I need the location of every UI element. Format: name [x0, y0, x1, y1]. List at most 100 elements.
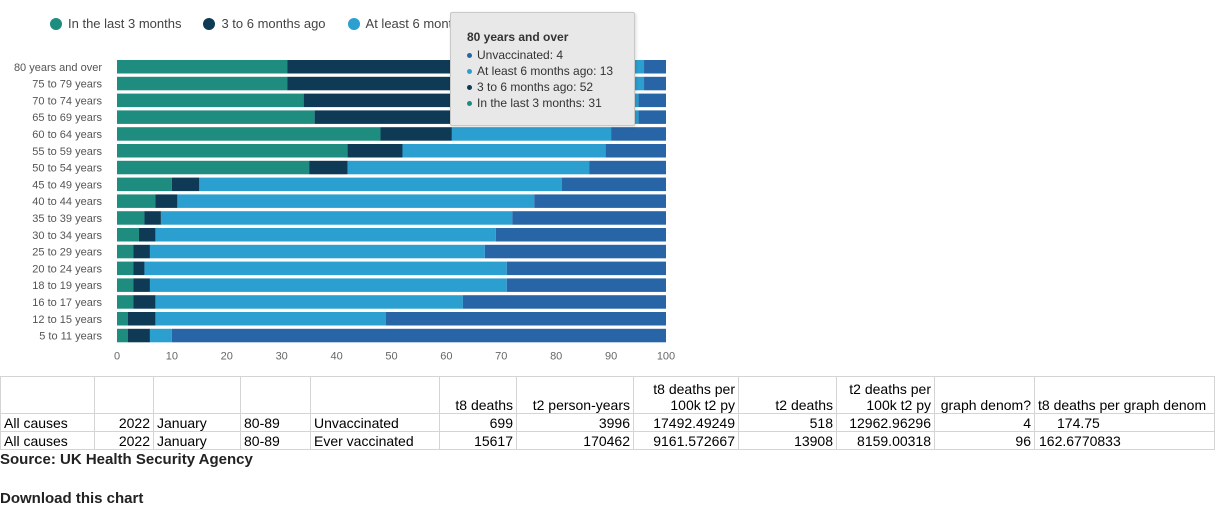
- bar-segment[interactable]: [149, 328, 172, 343]
- bar-segment[interactable]: [117, 244, 134, 259]
- bar-segment[interactable]: [138, 228, 156, 242]
- bar-segment[interactable]: [117, 76, 288, 91]
- bar-segment[interactable]: [402, 144, 606, 158]
- bar-segment[interactable]: [149, 244, 485, 259]
- bar-segment[interactable]: [155, 312, 387, 326]
- bar-segment[interactable]: [451, 127, 612, 141]
- table-cell[interactable]: 13908: [738, 431, 837, 450]
- header-cell[interactable]: t2 person-years: [516, 376, 634, 414]
- header-cell[interactable]: [153, 376, 241, 414]
- bar-segment[interactable]: [506, 261, 666, 276]
- header-cell[interactable]: [94, 376, 154, 414]
- bar-segment[interactable]: [117, 328, 128, 343]
- header-cell[interactable]: t8 deaths: [439, 376, 517, 414]
- bar-segment[interactable]: [155, 295, 463, 309]
- table-cell[interactable]: 3996: [516, 413, 634, 432]
- bar-segment[interactable]: [380, 127, 452, 141]
- bar-segment[interactable]: [589, 160, 666, 175]
- bar-segment[interactable]: [462, 295, 666, 309]
- table-cell[interactable]: 80-89: [240, 431, 311, 450]
- bar-segment[interactable]: [638, 110, 666, 124]
- table-cell[interactable]: 162.6770833: [1034, 431, 1215, 450]
- download-chart-link[interactable]: Download this chart: [0, 490, 144, 507]
- bar-segment[interactable]: [561, 177, 666, 192]
- table-cell[interactable]: 12962.96296: [836, 413, 935, 432]
- table-cell[interactable]: 9161.572667: [633, 431, 739, 450]
- bar-segment[interactable]: [347, 160, 590, 175]
- bar-segment[interactable]: [386, 312, 666, 326]
- legend-item-3-to-6-months[interactable]: 3 to 6 months ago: [203, 16, 326, 31]
- header-cell[interactable]: t8 deaths per 100k t2 py: [633, 376, 739, 414]
- bar-segment[interactable]: [117, 295, 134, 309]
- table-cell[interactable]: 96: [934, 431, 1035, 450]
- header-cell[interactable]: [240, 376, 311, 414]
- bar-segment[interactable]: [117, 312, 128, 326]
- table-cell[interactable]: 4: [934, 413, 1035, 432]
- bar-segment[interactable]: [177, 194, 535, 208]
- bar-segment[interactable]: [133, 261, 145, 276]
- bar-segment[interactable]: [611, 127, 666, 141]
- table-cell[interactable]: January: [153, 413, 241, 432]
- table-cell[interactable]: Ever vaccinated: [310, 431, 440, 450]
- bar-segment[interactable]: [117, 194, 156, 208]
- bar-segment[interactable]: [133, 295, 156, 309]
- bar-segment[interactable]: [117, 228, 139, 242]
- table-cell[interactable]: Unvaccinated: [310, 413, 440, 432]
- header-cell[interactable]: t8 deaths per graph denom: [1034, 376, 1215, 414]
- bar-segment[interactable]: [495, 228, 666, 242]
- bar-segment[interactable]: [133, 244, 150, 259]
- table-cell[interactable]: 17492.49249: [633, 413, 739, 432]
- bar-segment[interactable]: [117, 127, 381, 141]
- table-cell[interactable]: 170462: [516, 431, 634, 450]
- bar-segment[interactable]: [127, 328, 150, 343]
- bar-segment[interactable]: [117, 261, 134, 276]
- bar-segment[interactable]: [347, 144, 403, 158]
- bar-segment[interactable]: [117, 160, 310, 175]
- table-cell[interactable]: 518: [738, 413, 837, 432]
- table-cell[interactable]: 2022: [94, 431, 154, 450]
- bar-segment[interactable]: [171, 177, 200, 192]
- bar-segment[interactable]: [155, 228, 496, 242]
- bar-segment[interactable]: [484, 244, 666, 259]
- bar-segment[interactable]: [534, 194, 666, 208]
- header-cell[interactable]: [0, 376, 95, 414]
- table-cell[interactable]: 15617: [439, 431, 517, 450]
- bar-segment[interactable]: [117, 144, 348, 158]
- bar-segment[interactable]: [144, 261, 507, 276]
- bar-segment[interactable]: [117, 93, 304, 108]
- bar-segment[interactable]: [127, 312, 156, 326]
- header-cell[interactable]: t2 deaths per 100k t2 py: [836, 376, 935, 414]
- header-cell[interactable]: [310, 376, 440, 414]
- header-cell[interactable]: graph denom?: [934, 376, 1035, 414]
- bar-segment[interactable]: [644, 76, 666, 91]
- header-cell[interactable]: t2 deaths: [738, 376, 837, 414]
- bar-segment[interactable]: [506, 278, 666, 292]
- legend-item-last-3-months[interactable]: In the last 3 months: [50, 16, 181, 31]
- bar-segment[interactable]: [117, 110, 315, 124]
- bar-segment[interactable]: [149, 278, 507, 292]
- bar-segment[interactable]: [309, 160, 348, 175]
- bar-segment[interactable]: [605, 144, 666, 158]
- bar-segment[interactable]: [144, 211, 161, 225]
- bar-segment[interactable]: [512, 211, 666, 225]
- table-cell[interactable]: All causes: [0, 431, 95, 450]
- bar-segment[interactable]: [117, 278, 134, 292]
- table-cell[interactable]: 2022: [94, 413, 154, 432]
- bar-segment[interactable]: [171, 328, 666, 343]
- table-cell[interactable]: All causes: [0, 413, 95, 432]
- bar-segment[interactable]: [160, 211, 513, 225]
- table-cell[interactable]: 699: [439, 413, 517, 432]
- bar-segment[interactable]: [117, 177, 172, 192]
- bar-segment[interactable]: [644, 60, 666, 74]
- table-cell[interactable]: 174.75: [1034, 413, 1215, 432]
- legend-item-at-least-6-months[interactable]: At least 6 mont: [347, 16, 452, 31]
- bar-segment[interactable]: [638, 93, 666, 108]
- bar-segment[interactable]: [199, 177, 562, 192]
- table-cell[interactable]: 80-89: [240, 413, 311, 432]
- bar-segment[interactable]: [155, 194, 178, 208]
- bar-segment[interactable]: [133, 278, 150, 292]
- table-cell[interactable]: January: [153, 431, 241, 450]
- bar-segment[interactable]: [117, 60, 288, 74]
- bar-segment[interactable]: [117, 211, 145, 225]
- table-cell[interactable]: 8159.00318: [836, 431, 935, 450]
